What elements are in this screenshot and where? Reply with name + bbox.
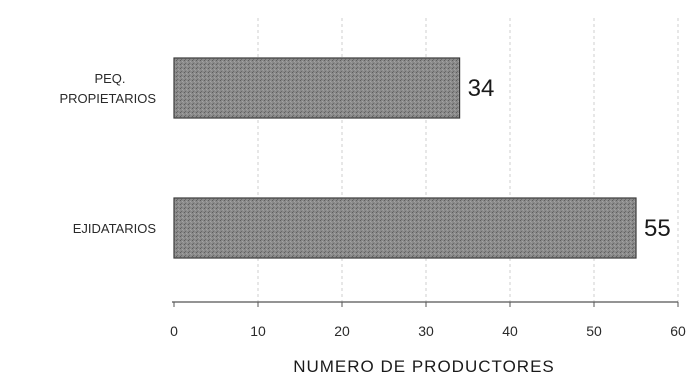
bar — [173, 57, 461, 119]
x-tick-label: 20 — [334, 323, 350, 339]
category-label: EJIDATARIOS — [73, 221, 157, 236]
data-label: 34 — [468, 75, 495, 102]
x-tick-label: 40 — [502, 323, 518, 339]
x-tick-label: 0 — [170, 323, 178, 339]
x-axis: 0 10 20 30 40 50 60 — [170, 301, 686, 339]
data-label: 55 — [644, 215, 671, 242]
x-tick-label: 10 — [250, 323, 266, 339]
x-tick-label: 50 — [586, 323, 602, 339]
x-tick-label: 30 — [418, 323, 434, 339]
bars — [173, 57, 637, 259]
category-label: PEQ. PROPIETARIOS — [59, 71, 156, 106]
x-axis-title: NUMERO DE PRODUCTORES — [293, 357, 555, 376]
x-tick-label: 60 — [670, 323, 686, 339]
labels: PEQ. PROPIETARIOS 34 EJIDATARIOS 55 — [59, 71, 670, 242]
bar — [173, 197, 637, 259]
